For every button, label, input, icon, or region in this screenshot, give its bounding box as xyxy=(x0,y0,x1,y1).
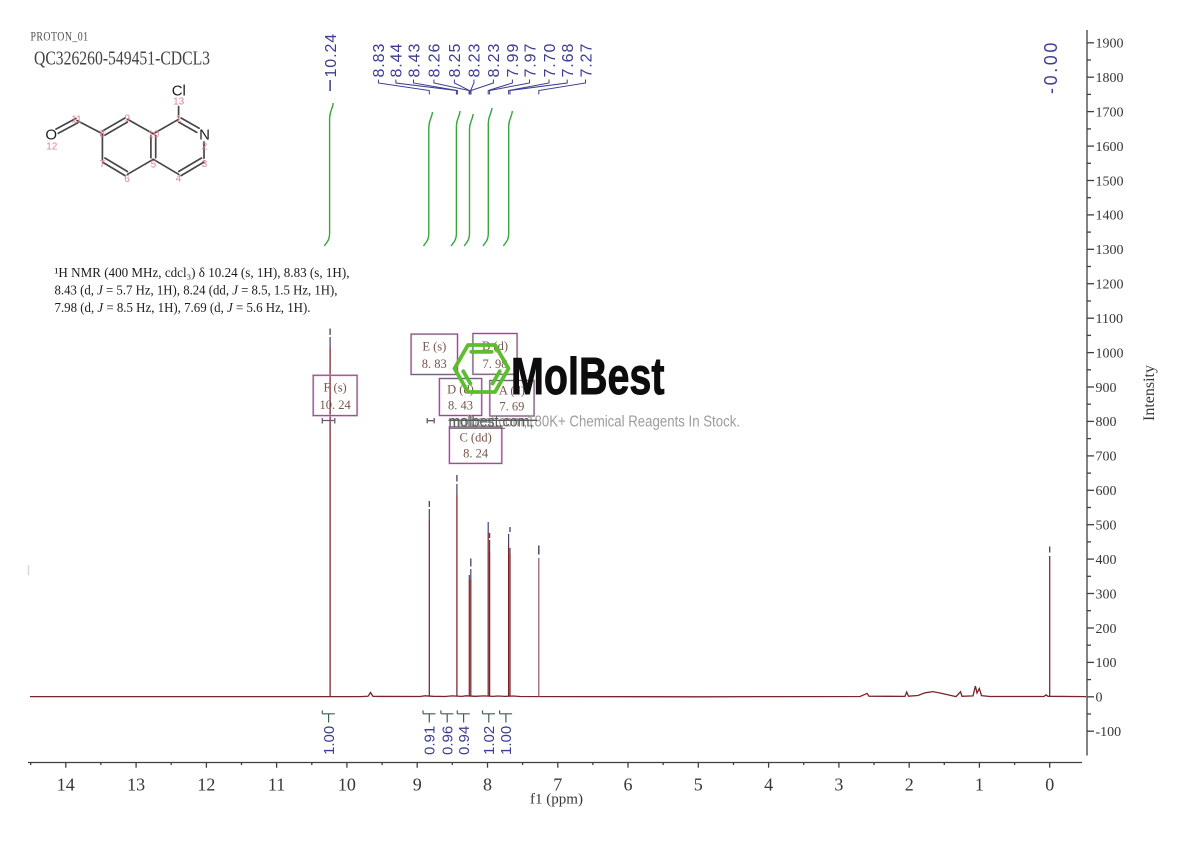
svg-text:8. 83: 8. 83 xyxy=(422,357,447,371)
svg-text:7: 7 xyxy=(553,775,562,795)
svg-text:7. 98: 7. 98 xyxy=(483,357,508,371)
svg-text:-100: -100 xyxy=(1096,725,1122,740)
svg-text:-0.00: -0.00 xyxy=(1041,40,1061,94)
svg-text:8.26: 8.26 xyxy=(427,43,444,78)
svg-text:0.96: 0.96 xyxy=(440,726,457,755)
svg-text:7.68: 7.68 xyxy=(560,43,577,78)
svg-text:13: 13 xyxy=(173,97,185,108)
svg-text:7: 7 xyxy=(100,159,106,170)
svg-text:8.83: 8.83 xyxy=(371,43,388,78)
svg-text:A (d): A (d) xyxy=(499,384,525,398)
svg-text:8: 8 xyxy=(100,129,106,140)
svg-text:1.02: 1.02 xyxy=(481,726,498,755)
svg-text:8.25: 8.25 xyxy=(447,43,464,78)
svg-text:100: 100 xyxy=(1096,656,1117,671)
svg-text:5: 5 xyxy=(694,775,703,795)
svg-text:8.23: 8.23 xyxy=(486,43,503,78)
svg-text:12: 12 xyxy=(197,775,215,795)
svg-text:0.94: 0.94 xyxy=(456,726,473,755)
svg-text:1100: 1100 xyxy=(1096,312,1123,327)
svg-text:2: 2 xyxy=(202,141,208,152)
svg-text:MolBest: MolBest xyxy=(511,348,665,406)
svg-text:molbest.com,180K+ Chemical Rea: molbest.com,180K+ Chemical Reagents In S… xyxy=(449,414,741,431)
svg-text:Cl: Cl xyxy=(172,83,186,100)
svg-text:8.43: 8.43 xyxy=(406,43,423,78)
svg-text:f1 (ppm): f1 (ppm) xyxy=(530,792,583,808)
svg-text:PROTON_01: PROTON_01 xyxy=(31,29,89,44)
svg-text:11: 11 xyxy=(268,775,285,795)
svg-text:6: 6 xyxy=(124,174,130,185)
svg-text:1.00: 1.00 xyxy=(498,726,515,755)
svg-text:300: 300 xyxy=(1096,587,1117,602)
svg-text:200: 200 xyxy=(1096,622,1117,637)
svg-text:900: 900 xyxy=(1096,381,1117,396)
svg-text:0: 0 xyxy=(1096,691,1103,706)
svg-text:3: 3 xyxy=(834,775,843,795)
svg-text:1: 1 xyxy=(975,775,984,795)
svg-text:C (dd): C (dd) xyxy=(459,431,491,445)
svg-text:8. 43: 8. 43 xyxy=(448,399,473,413)
svg-text:O: O xyxy=(45,127,57,144)
svg-text:8.44: 8.44 xyxy=(389,43,406,78)
svg-text:molbest.com,: molbest.com, xyxy=(449,414,534,431)
svg-text:1900: 1900 xyxy=(1096,37,1124,52)
svg-text:13: 13 xyxy=(127,775,145,795)
svg-text:10: 10 xyxy=(338,775,356,795)
svg-text:8.23: 8.23 xyxy=(467,43,484,78)
svg-text:1700: 1700 xyxy=(1096,105,1124,120)
svg-text:6: 6 xyxy=(624,775,633,795)
svg-text:1300: 1300 xyxy=(1096,243,1124,258)
svg-text:N: N xyxy=(199,126,210,143)
svg-text:5: 5 xyxy=(151,160,157,171)
svg-text:1.00: 1.00 xyxy=(321,726,338,755)
svg-text:7. 69: 7. 69 xyxy=(499,399,524,413)
svg-text:1600: 1600 xyxy=(1096,140,1124,155)
svg-text:600: 600 xyxy=(1096,484,1117,499)
svg-text:4: 4 xyxy=(764,775,773,795)
svg-text:3: 3 xyxy=(202,159,208,170)
svg-text:2: 2 xyxy=(905,775,914,795)
svg-text:8.43 (d, J = 5.7 Hz, 1H), 8.24: 8.43 (d, J = 5.7 Hz, 1H), 8.24 (dd, J = … xyxy=(55,283,338,299)
svg-text:700: 700 xyxy=(1096,450,1117,465)
svg-text:0.91: 0.91 xyxy=(422,726,439,755)
svg-text:1500: 1500 xyxy=(1096,174,1124,189)
svg-text:Intensity: Intensity xyxy=(1141,365,1158,421)
svg-text:10.24: 10.24 xyxy=(323,33,340,78)
svg-text:800: 800 xyxy=(1096,415,1117,430)
svg-text:7.97: 7.97 xyxy=(522,43,539,78)
svg-text:¹H NMR (400 MHz, cdcl₃) δ 10.2: ¹H NMR (400 MHz, cdcl₃) δ 10.24 (s, 1H),… xyxy=(55,265,350,281)
svg-text:4: 4 xyxy=(176,174,182,185)
svg-text:1400: 1400 xyxy=(1096,209,1124,224)
svg-text:10: 10 xyxy=(148,129,160,140)
svg-text:7.70: 7.70 xyxy=(542,43,559,78)
svg-text:F (s): F (s) xyxy=(323,380,346,394)
svg-text:14: 14 xyxy=(57,775,75,795)
svg-text:400: 400 xyxy=(1096,553,1117,568)
svg-text:7.27: 7.27 xyxy=(578,43,595,78)
svg-text:7.99: 7.99 xyxy=(505,43,522,78)
svg-text:7.98 (d, J = 8.5 Hz, 1H), 7.69: 7.98 (d, J = 8.5 Hz, 1H), 7.69 (d, J = 5… xyxy=(55,300,311,316)
svg-text:8. 24: 8. 24 xyxy=(463,447,489,461)
svg-text:9: 9 xyxy=(413,775,422,795)
svg-text:1200: 1200 xyxy=(1096,278,1124,293)
svg-text:11: 11 xyxy=(71,115,82,126)
svg-text:9: 9 xyxy=(125,114,131,125)
svg-text:1: 1 xyxy=(176,114,182,125)
svg-text:8: 8 xyxy=(483,775,492,795)
svg-text:E (s): E (s) xyxy=(422,339,446,353)
svg-text:1800: 1800 xyxy=(1096,71,1124,86)
svg-text:1000: 1000 xyxy=(1096,346,1124,361)
svg-text:0: 0 xyxy=(1045,775,1054,795)
svg-text:QC326260-549451-CDCL3: QC326260-549451-CDCL3 xyxy=(34,48,210,70)
svg-text:10. 24: 10. 24 xyxy=(319,398,351,412)
svg-text:500: 500 xyxy=(1096,519,1117,534)
svg-text:12: 12 xyxy=(46,142,58,153)
